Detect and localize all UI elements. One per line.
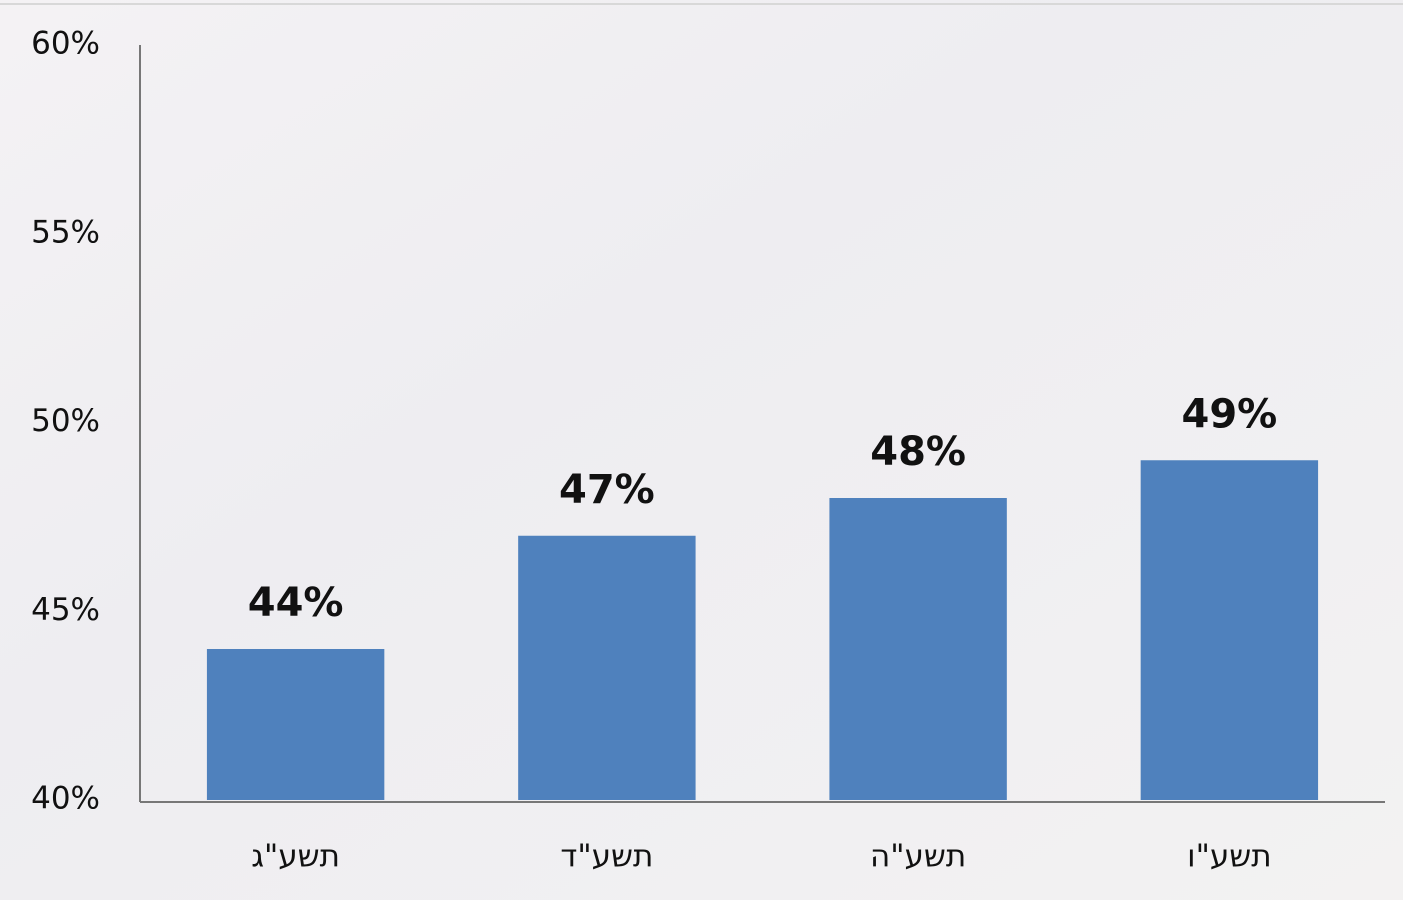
value-label: 44% [248,580,344,626]
y-tick-label: 40% [31,781,100,817]
page: {"chart_data": {"type": "bar", "categori… [0,0,1403,900]
bar [1141,460,1318,800]
bar [829,498,1006,800]
bar [207,649,384,800]
y-tick-label: 55% [31,214,100,250]
y-tick-label: 50% [31,403,100,439]
value-label: 47% [559,467,655,513]
y-tick-label: 60% [31,26,100,62]
x-tick-label: תשע"ו [1187,839,1271,875]
x-tick-label: תשע"ג [251,839,340,875]
value-label: 48% [870,429,966,475]
chart: 40% 45% 50% 55% 60% תשע"ג 44% תשע"ד 47% תשע"ה 48% ת… [0,0,1403,900]
bar [518,536,695,800]
x-tick-label: תשע"ד [560,839,653,875]
x-tick-label: תשע"ה [870,839,966,875]
value-label: 49% [1182,391,1278,437]
y-tick-label: 45% [31,592,100,628]
